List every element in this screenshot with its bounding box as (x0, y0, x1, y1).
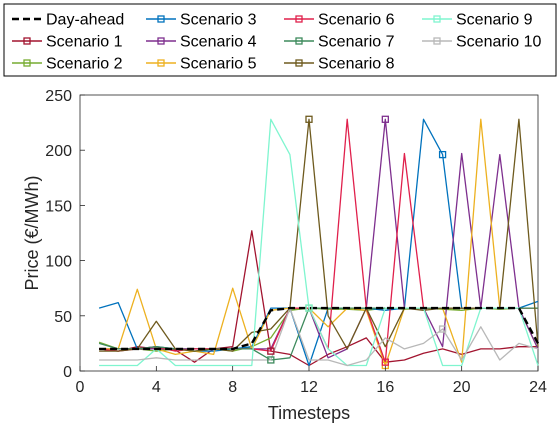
x-axis: 0 4 8 12 16 20 24 (76, 366, 547, 396)
x-tick-label: 0 (76, 379, 85, 396)
markers-layer (267, 115, 447, 370)
x-tick-label: 24 (529, 379, 547, 396)
x-tick-label: 16 (376, 379, 394, 396)
series-layer (98, 118, 540, 367)
series-line-scenario-5 (99, 118, 538, 367)
legend-label-scenario-8: Scenario 8 (318, 56, 395, 73)
legend-label-scenario-7: Scenario 7 (318, 34, 395, 51)
legend-label-scenario-9: Scenario 9 (456, 12, 533, 29)
legend-marker-scenario-8 (295, 59, 303, 67)
legend-label-scenario-3: Scenario 3 (180, 12, 257, 29)
y-axis-label: Price (€/MWh) (22, 175, 42, 290)
y-tick-label: 200 (45, 143, 72, 160)
point-marker-scenario-10 (438, 325, 447, 333)
legend-marker-scenario-4 (157, 37, 165, 45)
legend-marker-scenario-10 (433, 37, 441, 45)
legend-label-scenario-2: Scenario 2 (46, 56, 123, 73)
series-line-scenario-9 (99, 118, 539, 367)
y-tick-label: 250 (45, 88, 72, 105)
plot-area (79, 94, 539, 372)
legend-marker-scenario-1 (23, 37, 31, 45)
point-marker-scenario-9 (305, 304, 313, 312)
x-axis-label: Timesteps (268, 403, 350, 423)
x-tick-label: 4 (152, 379, 161, 396)
point-marker-scenario-4 (381, 115, 389, 123)
legend: Day-ahead Scenario 1 Scenario 2 Scenario 3 S… (3, 3, 557, 77)
series-line-day-ahead (99, 306, 540, 351)
point-marker-scenario-6 (381, 358, 389, 366)
legend-label-day-ahead: Day-ahead (46, 12, 124, 29)
legend-label-scenario-5: Scenario 5 (180, 56, 257, 73)
y-tick-label: 50 (54, 309, 72, 326)
y-tick-label: 0 (63, 364, 72, 381)
point-marker-scenario-8 (305, 115, 313, 123)
legend-marker-scenario-3 (157, 15, 165, 23)
y-tick-label: 150 (45, 198, 72, 215)
legend-marker-scenario-2 (23, 59, 31, 67)
x-tick-label: 20 (453, 379, 471, 396)
point-marker-scenario-3 (438, 150, 447, 159)
point-marker-scenario-7 (267, 356, 275, 364)
y-axis: 0 50 100 150 200 250 (45, 88, 85, 381)
y-tick-label: 100 (45, 254, 72, 271)
point-marker-scenario-1 (267, 347, 275, 355)
legend-label-scenario-4: Scenario 4 (180, 34, 257, 51)
x-tick-label: 8 (228, 379, 237, 396)
legend-label-scenario-10: Scenario 10 (456, 34, 541, 51)
legend-box (3, 3, 557, 77)
legend-marker-scenario-7 (295, 37, 303, 45)
x-tick-label: 12 (300, 379, 318, 396)
legend-label-scenario-1: Scenario 1 (46, 34, 123, 51)
legend-marker-scenario-5 (157, 59, 165, 67)
series-line-scenario-10 (99, 307, 539, 367)
legend-marker-scenario-9 (433, 15, 441, 23)
legend-marker-scenario-6 (295, 15, 303, 23)
legend-label-scenario-6: Scenario 6 (318, 12, 395, 29)
